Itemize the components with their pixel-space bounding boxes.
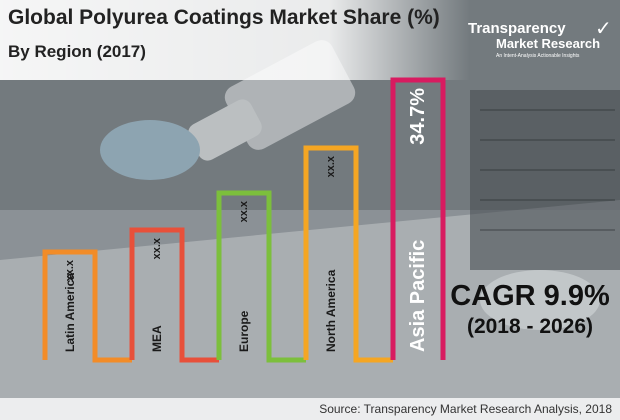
data-label-latin-america: xx.x xyxy=(64,259,76,281)
cagr-value: CAGR 9.9% xyxy=(450,280,610,312)
category-label-asia-pacific: Asia Pacific xyxy=(407,240,429,352)
category-label-north-america: North America xyxy=(324,269,338,352)
logo-tagline: An Intent-Analysis Actionable Insights xyxy=(496,53,580,59)
title-panel: Global Polyurea Coatings Market Share (%… xyxy=(0,0,470,80)
footer-bar: Source: Transparency Market Research Ana… xyxy=(0,398,620,420)
bar-north-america xyxy=(303,145,393,363)
logo-line1: Transparency xyxy=(468,20,566,37)
bar-europe xyxy=(216,190,306,363)
category-label-latin-america: Latin America xyxy=(63,273,77,352)
category-label-mea: MEA xyxy=(150,325,164,352)
bar-latin-america xyxy=(42,249,132,363)
company-logo: Transparency ✓ Market Research An Intent… xyxy=(468,18,613,68)
data-label-north-america: xx.x xyxy=(325,155,337,177)
data-label-europe: xx.x xyxy=(238,200,250,222)
chart-subtitle: By Region (2017) xyxy=(8,42,146,61)
logo-check-icon: ✓ xyxy=(595,18,612,40)
bar-asia-pacific xyxy=(390,77,446,360)
source-note: Source: Transparency Market Research Ana… xyxy=(319,402,612,416)
chart-title: Global Polyurea Coatings Market Share (%… xyxy=(8,6,440,29)
data-label-asia-pacific: 34.7% xyxy=(407,88,429,145)
bar-mea xyxy=(129,227,219,363)
category-label-europe: Europe xyxy=(237,310,251,352)
cagr-callout: CAGR 9.9% (2018 - 2026) xyxy=(440,280,620,339)
cagr-range: (2018 - 2026) xyxy=(466,315,594,338)
data-label-mea: xx.x xyxy=(151,237,163,259)
logo-line2: Market Research xyxy=(496,36,601,51)
